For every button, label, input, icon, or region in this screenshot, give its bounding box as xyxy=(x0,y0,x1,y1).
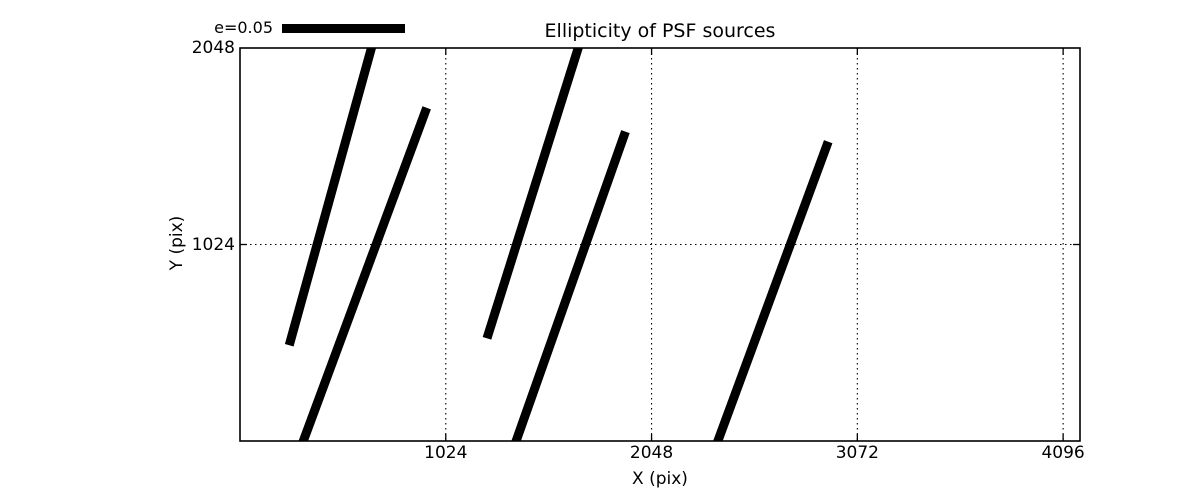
x-tick-label-2048: 2048 xyxy=(629,443,674,463)
y-tick-label-1024: 1024 xyxy=(191,234,235,255)
psf-whisker-2 xyxy=(298,106,431,441)
x-tick-label-3072: 3072 xyxy=(835,443,879,463)
x-axis-label: X (pix) xyxy=(632,469,688,489)
legend-sample-line xyxy=(282,24,405,33)
y-tick-label-2048: 2048 xyxy=(191,38,235,58)
psf-whisker-1 xyxy=(284,48,377,347)
x-tick-label-4096: 4096 xyxy=(1041,443,1085,463)
legend-label: e=0.05 xyxy=(214,18,273,37)
x-tick-label-1024: 1024 xyxy=(424,443,468,463)
chart-title: Ellipticity of PSF sources xyxy=(544,20,776,42)
psf-whisker-3 xyxy=(482,48,583,340)
psf-whisker-4 xyxy=(511,130,630,441)
psf-whisker-5 xyxy=(713,140,833,441)
